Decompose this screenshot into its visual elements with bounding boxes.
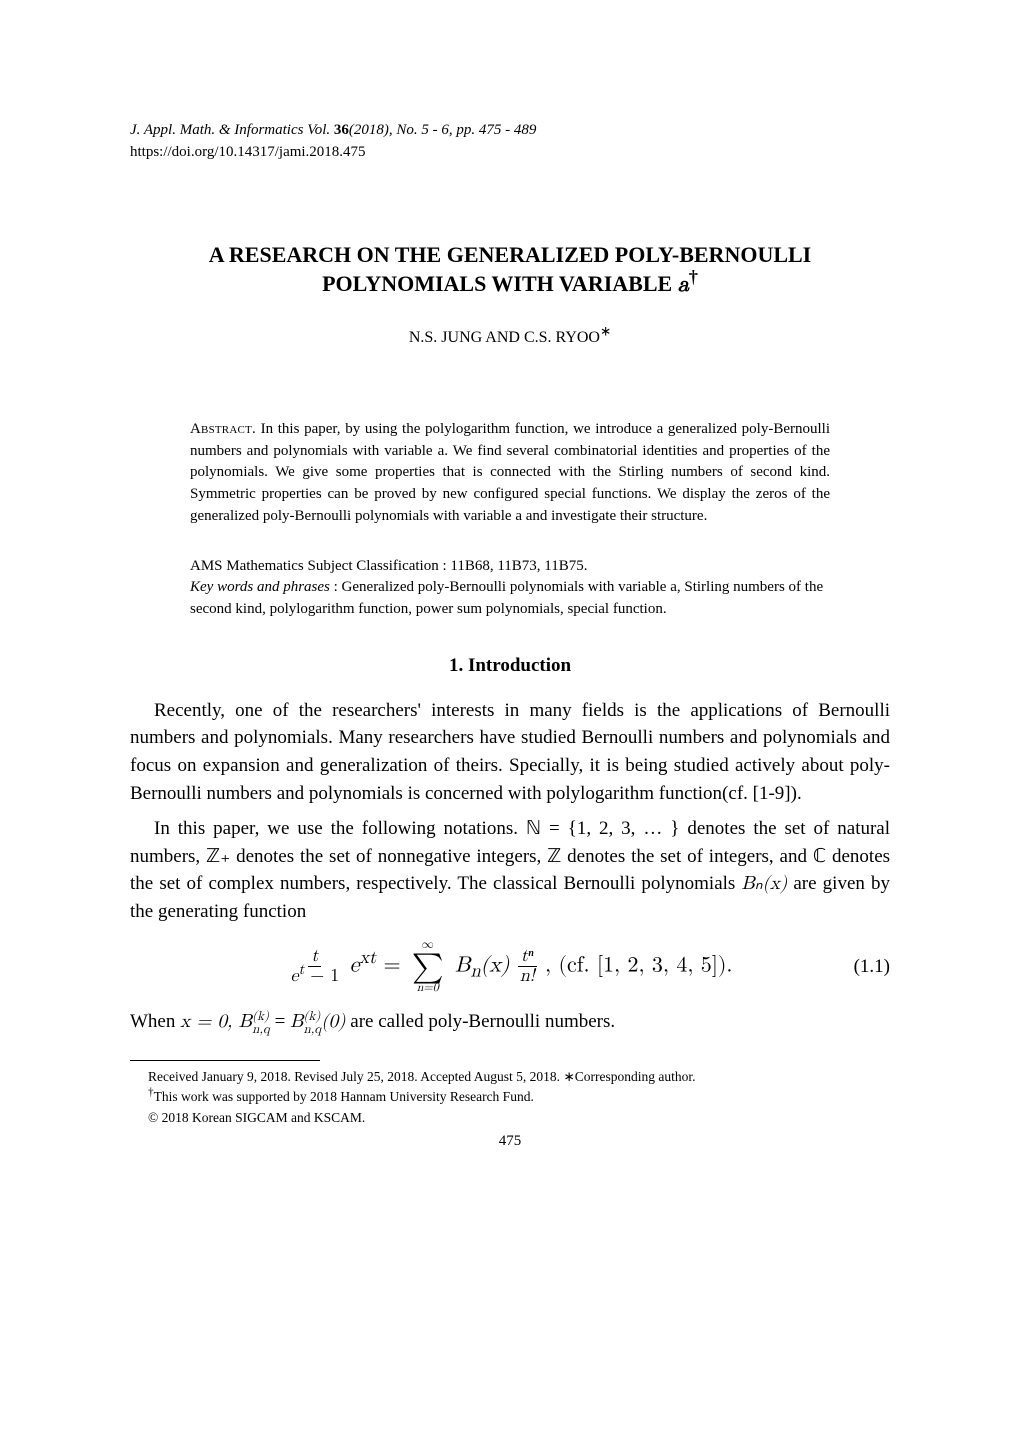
e-base: e <box>350 955 360 977</box>
summation: ∞ ∑ n=0 <box>412 939 444 994</box>
title-line-1: A RESEARCH ON THE GENERALIZED POLY-BERNO… <box>209 242 812 267</box>
Bn-sub: n <box>470 962 480 981</box>
page-number: 475 <box>130 1130 890 1153</box>
when-prefix: When <box>130 1011 180 1032</box>
frac-num: t <box>308 947 321 967</box>
eq-mid: = <box>270 1011 290 1032</box>
sum-upper: ∞ <box>422 939 434 952</box>
bnx-symbol: Bₙ(x) <box>741 874 787 893</box>
equals: = <box>383 955 407 977</box>
footnote-funding: †This work was supported by 2018 Hannam … <box>130 1087 890 1107</box>
after-equation-line: When x = 0, B(k)n,q = B(k)n,q(0) are cal… <box>130 1008 890 1036</box>
after-eq-suffix: are called poly-Bernoulli numbers. <box>346 1011 616 1032</box>
journal-header: J. Appl. Math. & Informatics Vol. 36(201… <box>130 120 890 164</box>
intro-p2c: denotes the set of nonnegative integers, <box>230 846 547 867</box>
frac-t-over-et-minus-1: t et − 1 <box>287 947 342 986</box>
footnote-received-text: Received January 9, 2018. Revised July 2… <box>148 1069 563 1084</box>
c-set: ℂ <box>813 846 826 867</box>
frac-tn-over-nfact: tⁿ n! <box>517 947 538 986</box>
abstract-text: In this paper, by using the polylogarith… <box>190 421 830 524</box>
sigma-icon: ∑ <box>412 952 444 982</box>
ams-keywords-block: AMS Mathematics Subject Classification :… <box>190 556 830 621</box>
frac2-num: tⁿ <box>518 947 537 967</box>
footnote-corresponding: ∗Corresponding author. <box>563 1069 695 1084</box>
footnote-funding-text: This work was supported by 2018 Hannam U… <box>154 1089 534 1104</box>
B2-arg: (0) <box>321 1012 345 1031</box>
nat-set: ℕ = {1, 2, 3, … } <box>526 818 680 839</box>
intro-paragraph-2: In this paper, we use the following nota… <box>130 815 890 925</box>
equation-body: t et − 1 ext = ∞ ∑ n=0 Bn(x) tⁿ n! , (cf… <box>190 939 830 994</box>
abstract-label: Abstract. <box>190 421 256 437</box>
abstract-block: Abstract. In this paper, by using the po… <box>190 419 830 528</box>
title-dagger: † <box>689 267 698 287</box>
frac2-den: n! <box>517 967 538 986</box>
journal-issue-pages: (2018), No. 5 - 6, pp. 475 - 489 <box>349 122 537 138</box>
footnote-copyright: © 2018 Korean SIGCAM and KSCAM. <box>130 1108 890 1128</box>
intro-p2a: In this paper, we use the following nota… <box>154 818 526 839</box>
B2-B: B <box>290 1012 303 1031</box>
footnote-copyright-text: © 2018 Korean SIGCAM and KSCAM. <box>148 1110 365 1125</box>
equation-cf: , (cf. [1, 2, 3, 4, 5]). <box>545 955 733 977</box>
z-set: ℤ <box>547 846 561 867</box>
authors: N.S. JUNG AND C.S. RYOO∗ <box>130 329 890 347</box>
author-names: N.S. JUNG AND C.S. RYOO <box>409 329 600 346</box>
page-root: J. Appl. Math. & Informatics Vol. 36(201… <box>0 0 1020 1212</box>
intro-p1-text: Recently, one of the researchers' intere… <box>130 700 890 804</box>
keywords-label: Key words and phrases <box>190 579 330 595</box>
frac-den: et − 1 <box>287 967 342 986</box>
journal-title-italic: J. Appl. Math. & Informatics Vol. <box>130 122 334 138</box>
e-exponent-xt: xt <box>359 948 376 967</box>
equation-1-1: t et − 1 ext = ∞ ∑ n=0 Bn(x) tⁿ n! , (cf… <box>130 939 890 994</box>
Bn-arg: (x) <box>481 955 510 977</box>
title-line-2: POLYNOMIALS WITH VARIABLE <box>322 271 678 296</box>
B1-B: B <box>239 1012 252 1031</box>
B2-subsup: (k)n,q <box>304 1010 322 1036</box>
footnotes: Received January 9, 2018. Revised July 2… <box>130 1067 890 1152</box>
author-corresponding-star: ∗ <box>600 324 611 339</box>
sum-lower: n=0 <box>417 982 439 995</box>
z-plus: ℤ₊ <box>206 846 230 867</box>
Bn-B: B <box>455 955 471 977</box>
intro-paragraph-1: Recently, one of the researchers' intere… <box>130 697 890 807</box>
x-equals-0: x = 0, <box>180 1012 239 1031</box>
paper-title: A RESEARCH ON THE GENERALIZED POLY-BERNO… <box>130 240 890 301</box>
title-variable-a: a <box>678 274 689 296</box>
keywords-line: Key words and phrases : Generalized poly… <box>190 577 830 621</box>
B1-subsup: (k)n,q <box>252 1010 270 1036</box>
journal-volume: 36 <box>334 122 349 138</box>
section-1-heading: 1. Introduction <box>130 655 890 677</box>
footnote-rule <box>130 1060 320 1061</box>
footnote-received: Received January 9, 2018. Revised July 2… <box>130 1067 890 1087</box>
ams-classification: AMS Mathematics Subject Classification :… <box>190 556 830 578</box>
journal-doi: https://doi.org/10.14317/jami.2018.475 <box>130 144 366 160</box>
intro-p2d: denotes the set of integers, and <box>561 846 813 867</box>
equation-number: (1.1) <box>830 956 890 978</box>
